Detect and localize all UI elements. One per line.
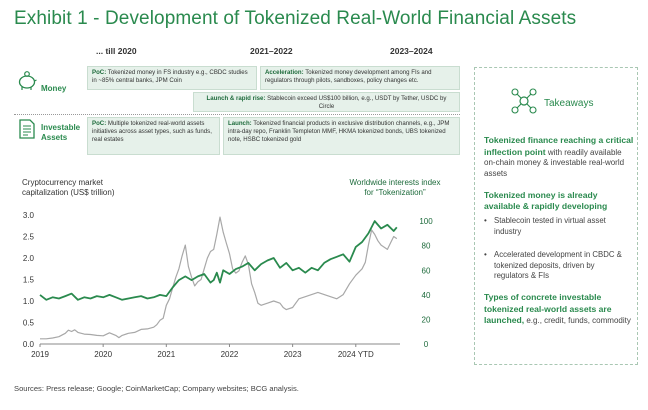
y-right-tick-label: 100 xyxy=(419,217,433,226)
y-right-tick-label: 0 xyxy=(424,340,429,349)
box-launch-assets: Launch: Tokenized financial products in … xyxy=(223,117,460,155)
row-divider xyxy=(14,114,460,115)
takeaway-bullet-1: Stablecoin tested in virtual asset indus… xyxy=(494,216,606,236)
document-icon xyxy=(19,119,35,139)
y-right-tick-label: 80 xyxy=(422,242,431,251)
y-left-tick-label: 0.0 xyxy=(23,340,35,349)
row-label-investable: Investable Assets xyxy=(41,123,81,142)
takeaway-bullet-2: Accelerated development in CBDC & tokeni… xyxy=(494,250,622,280)
sources-note: Sources: Press release; Google; CoinMark… xyxy=(14,384,299,393)
x-tick-label: 2024 YTD xyxy=(338,350,374,359)
takeaways-panel xyxy=(474,67,638,365)
bullet-dot: • xyxy=(484,216,487,225)
bullet-dot: • xyxy=(484,250,487,259)
x-tick-label: 2022 xyxy=(221,350,239,359)
x-tick-label: 2021 xyxy=(157,350,175,359)
y-left-tick-label: 0.5 xyxy=(23,319,35,328)
left-axis-label: Cryptocurrency market capitalization (US… xyxy=(22,178,115,197)
box-acceleration: Acceleration: Tokenized money developmen… xyxy=(260,66,460,90)
y-right-tick-label: 60 xyxy=(422,266,431,275)
box-poc-assets: PoC: Multiple tokenized real-world asset… xyxy=(87,117,220,155)
piggy-bank-icon xyxy=(18,71,37,90)
period-till-2020: ... till 2020 xyxy=(96,46,137,56)
series-line-tokenization-interest xyxy=(39,220,398,301)
page-title: Exhibit 1 - Development of Tokenized Rea… xyxy=(14,8,577,29)
y-left-tick-label: 2.5 xyxy=(23,233,35,242)
y-right-tick-label: 20 xyxy=(422,315,431,324)
y-left-tick-label: 2.0 xyxy=(23,254,35,263)
y-right-tick-label: 40 xyxy=(422,291,431,300)
takeaways-heading: Takeaways xyxy=(544,98,594,109)
y-left-tick-label: 3.0 xyxy=(23,211,35,220)
y-left-tick-label: 1.0 xyxy=(23,297,35,306)
box-launch-rapid-rise: Launch & rapid rise: Stablecoin exceed U… xyxy=(193,92,460,112)
period-2021-2022: 2021–2022 xyxy=(250,46,293,56)
right-axis-label: Worldwide interests index for “Tokenizat… xyxy=(349,178,441,197)
row-label-money: Money xyxy=(41,84,67,93)
takeaway-1: Tokenized finance reaching a critical in… xyxy=(484,135,634,178)
takeaway-2: Tokenized money is already available & r… xyxy=(484,190,608,211)
network-icon xyxy=(511,88,537,114)
box-poc-money: PoC: Tokenized money in FS industry e.g.… xyxy=(87,66,257,90)
y-left-tick-label: 1.5 xyxy=(23,276,35,285)
x-tick-label: 2020 xyxy=(94,350,112,359)
period-2023-2024: 2023–2024 xyxy=(390,46,433,56)
takeaway-3: Types of concrete investable tokenized r… xyxy=(484,292,631,325)
chart: 0.0 0.5 1.0 1.5 2.0 2.5 3.0 0 20 40 60 80 100 2019 202… xyxy=(23,211,433,359)
x-tick-label: 2019 xyxy=(31,350,49,359)
series-line-crypto-market-cap xyxy=(40,216,398,340)
x-tick-label: 2023 xyxy=(284,350,302,359)
